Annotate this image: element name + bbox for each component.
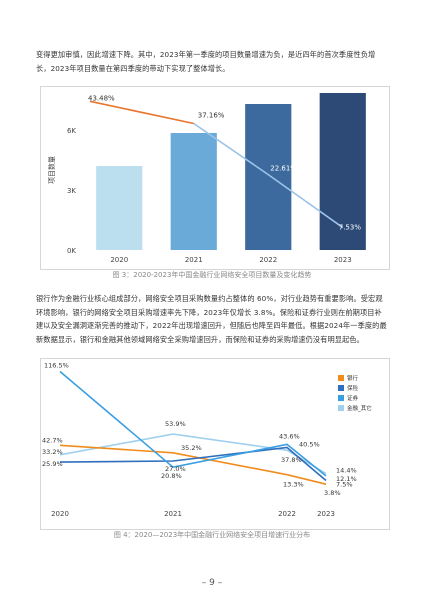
chart1-ylabel: 项目数量 <box>47 156 56 184</box>
chart2-line-2 <box>59 370 327 477</box>
chart1-growth-label: 22.61% <box>270 165 297 173</box>
chart2-data-label: 35.2% <box>181 444 202 452</box>
intro-text: 变得更加审慎，因此增速下降。其中，2023年第一季度的项目数量增速为负，是近四年… <box>36 50 376 73</box>
chart2-data-label: 43.6% <box>279 432 300 440</box>
chart2-data-label: 42.7% <box>42 436 63 444</box>
body-text: 银行作为金融行业核心组成部分，网络安全项目采购数量约占整体的 60%，对行业趋势… <box>36 294 387 344</box>
chart1-growth-label: 37.16% <box>198 112 225 120</box>
chart2-legend-swatch <box>338 375 344 381</box>
chart1-growth-line-low <box>193 122 344 229</box>
figure3-caption: 图 3：2020-2023年中国金融行业网络安全项目数量及变化趋势 <box>112 271 312 279</box>
chart2-data-label: 12.1% <box>336 475 357 483</box>
chart2-legend-label: 银行 <box>347 374 359 382</box>
chart2-data-label: 14.4% <box>336 467 357 475</box>
chart2-legend-swatch <box>338 385 344 391</box>
chart2-data-label: 7.5% <box>336 481 353 489</box>
chart2-line-1 <box>59 446 327 482</box>
chart1-bar-2023 <box>319 93 366 250</box>
chart2-data-label: 37.8% <box>281 456 302 464</box>
chart1-growth-label: 43.48% <box>88 94 115 102</box>
intro-paragraph: 变得更加审慎，因此增速下降。其中，2023年第一季度的项目数量增速为负，是近四年… <box>36 48 388 75</box>
chart1-growth-label: 7.53% <box>339 224 362 232</box>
chart1-bar-2022 <box>245 104 292 250</box>
chart2-data-label: 13.3% <box>283 481 304 489</box>
chart2-line-3 <box>59 433 327 475</box>
chart2-data-label: 20.8% <box>161 472 182 480</box>
chart1-bar-2021 <box>170 133 217 250</box>
chart2-legend-label: 金融_其它 <box>347 404 372 412</box>
body-paragraph: 银行作为金融行业核心组成部分，网络安全项目采购数量约占整体的 60%，对行业趋势… <box>36 292 388 346</box>
chart1-xtick: 2020 <box>110 256 128 264</box>
chart2-legend-swatch <box>338 395 344 401</box>
chart1-ytick: 0K <box>67 247 76 255</box>
chart2-data-label: 3.8% <box>324 489 341 497</box>
chart1-xtick: 2022 <box>259 256 277 264</box>
chart2-data-label: 116.5% <box>44 362 69 370</box>
chart1-xtick: 2023 <box>334 256 352 264</box>
chart2-line-0 <box>59 444 327 485</box>
chart1-bar-2020 <box>96 166 143 250</box>
chart2-data-label: 40.5% <box>299 441 320 449</box>
chart1-xtick: 2021 <box>185 256 203 264</box>
page-number: – 9 – <box>201 578 223 588</box>
chart2-data-label: 27.0% <box>165 465 186 473</box>
figure4-caption: 图 4：2020—2023年中国金融行业网络安全项目增速行业分布 <box>113 531 311 539</box>
chart1-ytick: 3K <box>67 187 76 195</box>
chart2-legend-label: 证券 <box>347 394 359 402</box>
chart2-xtick: 2020 <box>51 510 69 518</box>
chart2-xtick: 2023 <box>317 510 335 518</box>
project-count-chart: 项目数量 0K 3K 6K 2020 2021 2022 2023 43.48% 37.16% 22… <box>40 86 390 270</box>
chart1-growth-line-high <box>89 100 194 125</box>
chart2-legend-swatch <box>338 405 344 411</box>
chart2-frame <box>40 358 390 530</box>
chart2-data-label: 25.9% <box>42 460 63 468</box>
chart2-xtick: 2022 <box>278 510 296 518</box>
chart2-xtick: 2021 <box>164 510 182 518</box>
chart2-legend-label: 保险 <box>347 384 359 392</box>
chart1-ytick: 6K <box>67 127 76 135</box>
chart2-data-label: 53.9% <box>165 420 186 428</box>
chart2-data-label: 33.2% <box>42 448 63 456</box>
chart1-frame <box>40 86 390 270</box>
growth-by-sector-chart: 2020 2021 2022 2023 42.7% 35.2% 13.3% 3.8% 25.9%… <box>40 358 390 530</box>
